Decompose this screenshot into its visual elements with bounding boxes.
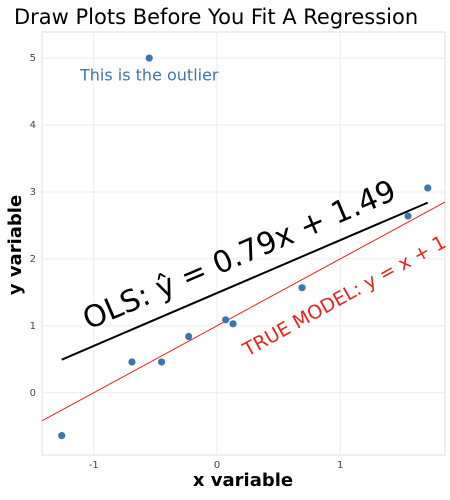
fit-line <box>41 201 446 422</box>
y-tick-label: 4 <box>30 120 36 131</box>
chart-title: Draw Plots Before You Fit A Regression <box>14 5 418 29</box>
point <box>298 284 306 292</box>
point <box>58 431 66 440</box>
point <box>145 54 153 62</box>
point <box>424 184 432 192</box>
point <box>128 358 136 366</box>
y-tick-label: 2 <box>30 254 36 265</box>
y-axis-label: y variable <box>5 195 26 295</box>
point <box>157 358 166 366</box>
point <box>229 320 237 328</box>
x-tick-label: 1 <box>337 460 343 471</box>
y-tick-label: 5 <box>30 53 36 64</box>
y-tick-label: 1 <box>30 321 36 332</box>
annotation: This is the outlier <box>79 66 219 85</box>
point <box>222 316 230 324</box>
y-tick-label: 3 <box>30 187 36 198</box>
point <box>185 332 193 341</box>
point <box>404 212 412 220</box>
x-tick-label: 0 <box>214 460 220 471</box>
x-axis-label: x variable <box>193 470 293 491</box>
y-tick-label: 0 <box>30 388 36 399</box>
fit-line <box>61 201 429 361</box>
x-tick-label: -1 <box>89 460 99 471</box>
